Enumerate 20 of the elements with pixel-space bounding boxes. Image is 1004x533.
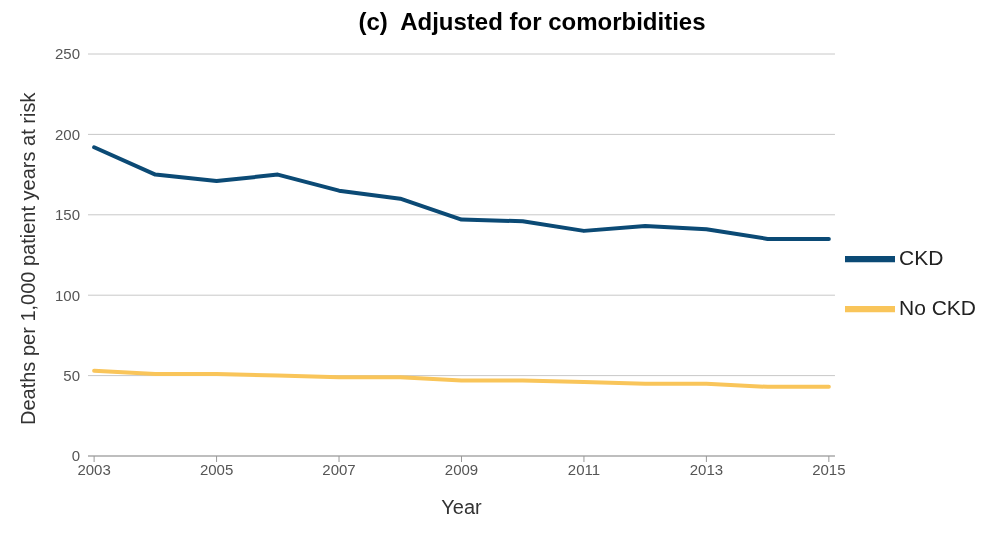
legend-label: No CKD [898,295,976,319]
x-axis-title: Year [441,496,483,518]
y-tick-label: 50 [63,366,80,384]
y-tick-label: 100 [54,286,80,304]
line-series [92,145,831,241]
y-tick-label: 150 [54,206,80,224]
y-tick-label: 0 [71,447,80,465]
y-tick-label: 250 [54,45,80,63]
x-tick-label: 2013 [689,460,724,478]
x-tick-label: 2007 [322,460,356,478]
x-tick-label: 2003 [77,460,111,478]
line-series [92,368,831,389]
x-tick-label: 2005 [199,460,234,478]
chart-title: (c) Adjusted for comorbidities [357,8,707,37]
y-axis-title: Deaths per 1,000 patient years at risk [17,91,40,425]
x-tick-label: 2009 [444,460,479,478]
legend-label: CKD [898,245,944,269]
x-tick-label: 2011 [567,460,601,478]
y-tick-label: 200 [54,125,80,143]
x-tick-label: 2015 [812,460,846,478]
